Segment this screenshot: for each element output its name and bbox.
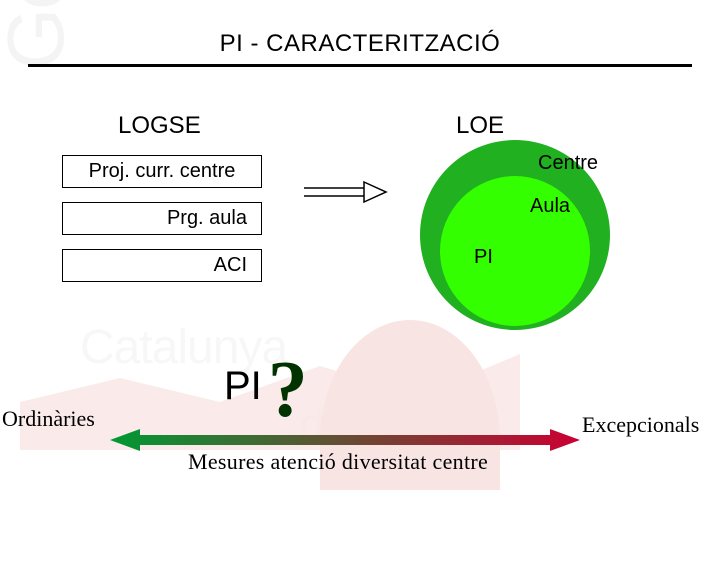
background-watermark: Generalitat Catalunya de Cata (0, 30, 720, 570)
label-ordinaries: Ordinàries (2, 406, 95, 432)
title-divider (28, 64, 692, 67)
box-proj-curr-centre: Proj. curr. centre (62, 155, 262, 188)
slide-title: PI - CARACTERITZACIÓ (0, 30, 720, 58)
box-prg-aula: Prg. aula (62, 202, 262, 235)
column-heading-loe: LOE (456, 112, 504, 140)
box-aci: ACI (62, 249, 262, 282)
label-excepcionals: Excepcionals (582, 412, 699, 438)
pi-question-block: PI ? (224, 362, 308, 410)
question-mark-icon: ? (268, 366, 308, 414)
label-mesures: Mesures atenció diversitat centre (188, 449, 488, 475)
pi-large-label: PI (224, 364, 262, 409)
label-aula: Aula (530, 195, 570, 218)
arrow-right-icon (300, 178, 390, 208)
label-pi-inner: PI (474, 246, 493, 269)
column-heading-logse: LOGSE (118, 112, 201, 140)
label-centre: Centre (538, 152, 598, 175)
